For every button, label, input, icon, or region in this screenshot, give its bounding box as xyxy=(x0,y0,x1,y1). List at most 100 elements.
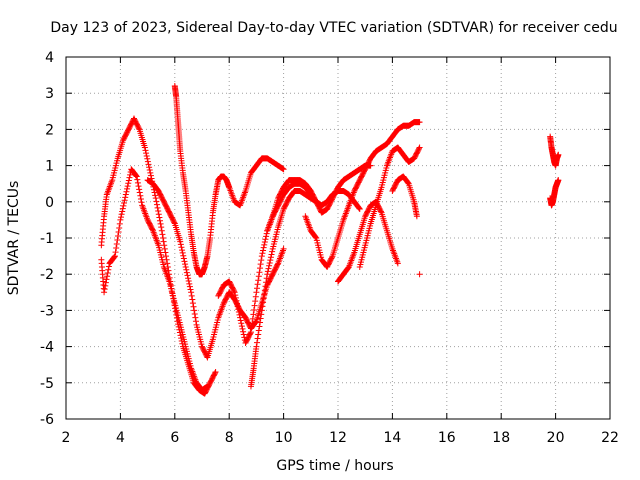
data-point xyxy=(263,233,270,240)
data-point xyxy=(280,166,287,173)
data-point xyxy=(234,300,241,307)
series-track-11 xyxy=(389,173,420,220)
data-point xyxy=(156,217,163,224)
data-point xyxy=(257,315,264,322)
data-point xyxy=(280,245,287,252)
data-point xyxy=(144,158,151,165)
data-point xyxy=(162,249,169,256)
data-point xyxy=(189,296,196,303)
y-tick-label: 2 xyxy=(45,122,54,138)
data-point xyxy=(265,265,272,272)
data-point xyxy=(180,252,187,259)
data-point xyxy=(146,164,153,171)
data-point xyxy=(252,293,259,300)
data-point xyxy=(111,253,118,260)
data-point xyxy=(274,261,281,268)
data-point xyxy=(121,200,128,207)
data-point xyxy=(103,276,110,283)
series-track-12 xyxy=(547,133,562,169)
data-point xyxy=(160,235,167,241)
data-point xyxy=(377,208,384,215)
data-point xyxy=(238,323,245,330)
data-point xyxy=(255,273,262,280)
x-tick-label: 8 xyxy=(225,430,234,446)
x-tick-label: 12 xyxy=(329,430,347,446)
grid xyxy=(66,57,610,419)
data-point xyxy=(249,315,256,322)
data-point xyxy=(259,250,266,257)
data-point xyxy=(258,307,265,314)
y-tick-label: -5 xyxy=(40,376,54,392)
data-point xyxy=(158,227,165,234)
data-point xyxy=(125,180,132,187)
x-tick-label: 18 xyxy=(492,430,510,446)
series-track-2 xyxy=(98,166,211,394)
data-point xyxy=(135,125,142,132)
data-point xyxy=(266,259,273,266)
data-point xyxy=(102,279,109,286)
data-point xyxy=(235,309,242,316)
data-point xyxy=(189,300,196,307)
data-point xyxy=(155,208,162,215)
data-point xyxy=(185,278,192,285)
data-point xyxy=(126,174,133,181)
data-point xyxy=(416,271,423,278)
series-track-6 xyxy=(247,187,363,390)
data-point xyxy=(555,151,562,158)
data-point xyxy=(122,194,129,201)
data-point xyxy=(127,171,134,178)
data-point xyxy=(232,294,239,301)
data-point xyxy=(255,327,262,334)
data-point xyxy=(259,303,266,310)
data-point xyxy=(161,245,168,252)
chart-title: Day 123 of 2023, Sidereal Day-to-day VTE… xyxy=(50,20,617,36)
data-point xyxy=(413,213,420,220)
data-point xyxy=(249,320,256,327)
data-point xyxy=(394,260,401,267)
y-tick-label: 1 xyxy=(45,159,54,175)
data-point xyxy=(258,253,265,260)
data-point xyxy=(263,275,270,282)
data-point xyxy=(120,202,127,209)
data-point xyxy=(160,238,167,245)
data-point xyxy=(247,329,254,336)
data-point xyxy=(252,298,259,305)
data-point xyxy=(255,277,262,284)
data-point xyxy=(138,199,145,206)
data-point xyxy=(261,287,268,294)
x-tick-label: 10 xyxy=(275,430,293,446)
data-point xyxy=(240,328,247,335)
data-point xyxy=(415,145,422,152)
data-point xyxy=(204,383,211,390)
data-point xyxy=(177,238,184,245)
data-point xyxy=(155,211,162,218)
data-point xyxy=(118,211,125,218)
data-point xyxy=(261,239,268,246)
data-point xyxy=(121,197,128,204)
data-point xyxy=(136,189,143,196)
data-point xyxy=(179,249,186,256)
data-point xyxy=(159,231,166,238)
data-point xyxy=(233,297,240,304)
data-point xyxy=(133,173,140,180)
data-point xyxy=(262,236,269,243)
data-point xyxy=(118,214,125,221)
data-point xyxy=(146,167,153,174)
plot-frame xyxy=(65,56,611,420)
data-point xyxy=(256,269,263,276)
data-point xyxy=(113,241,120,248)
data-point xyxy=(186,280,193,287)
y-tick-label: 4 xyxy=(45,50,54,66)
data-point xyxy=(266,262,273,269)
data-point xyxy=(105,263,112,270)
data-point xyxy=(142,147,149,154)
data-point xyxy=(137,195,144,202)
data-point xyxy=(267,257,274,264)
y-tick-label: -4 xyxy=(40,340,54,356)
data-point xyxy=(156,214,163,221)
data-point xyxy=(312,234,319,241)
data-point xyxy=(119,205,126,212)
data-point xyxy=(267,254,274,261)
data-point xyxy=(171,219,178,226)
data-point xyxy=(104,269,111,276)
